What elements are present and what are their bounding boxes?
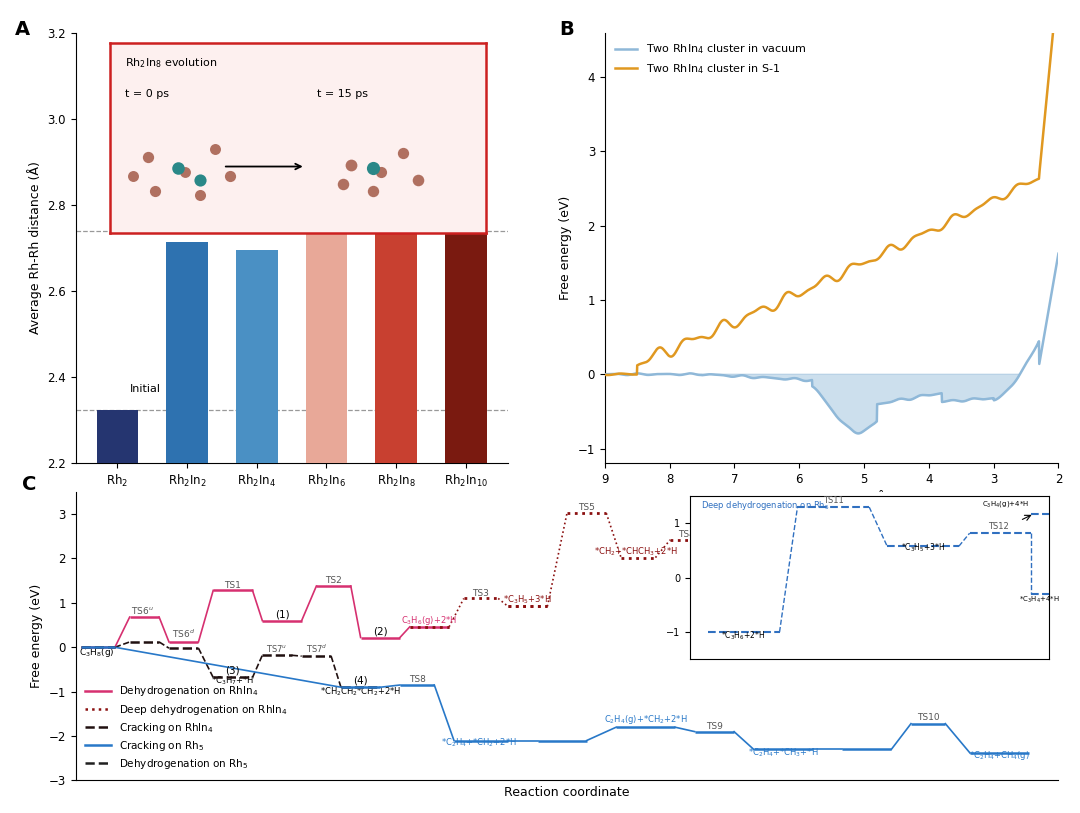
Text: TS6$^u$: TS6$^u$: [131, 605, 153, 615]
Text: (2): (2): [373, 627, 388, 637]
Text: *C$_3$H$_7$+*H: *C$_3$H$_7$+*H: [212, 675, 255, 687]
Text: TS3: TS3: [472, 589, 489, 598]
Y-axis label: Free energy (eV): Free energy (eV): [559, 196, 572, 300]
X-axis label: AIMD models (inside the silicalite-1): AIMD models (inside the silicalite-1): [179, 495, 404, 508]
Text: TS8: TS8: [409, 675, 426, 684]
Text: C$_3$H$_8$(g): C$_3$H$_8$(g): [79, 646, 116, 659]
Text: (4): (4): [353, 676, 368, 685]
Text: (3): (3): [226, 666, 240, 676]
Bar: [375, 181, 417, 463]
Text: *CH$_2$CH$_2$*CH$_2$+2*H: *CH$_2$CH$_2$*CH$_2$+2*H: [320, 685, 401, 698]
Text: C$_3$H$_6$(g)+2*H: C$_3$H$_6$(g)+2*H: [402, 614, 458, 627]
Y-axis label: Average Rh-Rh distance (Å): Average Rh-Rh distance (Å): [27, 162, 41, 334]
Legend: Dehydrogenation on RhIn$_4$, Deep dehydrogenation on RhIn$_4$, Cracking on RhIn$: Dehydrogenation on RhIn$_4$, Deep dehydr…: [81, 680, 292, 776]
Text: *C$_3$H$_5$+3*H: *C$_3$H$_5$+3*H: [503, 593, 552, 606]
Bar: [166, 241, 208, 463]
Text: TS2: TS2: [325, 576, 341, 585]
X-axis label: Reaction coordinate: Reaction coordinate: [504, 786, 630, 799]
Text: TS10: TS10: [917, 713, 940, 722]
Text: C$_2$H$_4$(g)+*CH$_2$+2*H: C$_2$H$_4$(g)+*CH$_2$+2*H: [604, 713, 687, 726]
Text: TS6$^d$: TS6$^d$: [172, 628, 195, 641]
Bar: [306, 231, 348, 463]
Text: *CH$_2$+*CHCH$_3$+2*H: *CH$_2$+*CHCH$_3$+2*H: [594, 545, 678, 558]
Text: *C$_2$H$_4$+*CH$_2$+2*H: *C$_2$H$_4$+*CH$_2$+2*H: [441, 737, 516, 750]
X-axis label: Rh-Rh distance (Å): Rh-Rh distance (Å): [773, 492, 890, 505]
Text: TS7$^u$: TS7$^u$: [267, 643, 287, 654]
Text: TS4: TS4: [678, 530, 696, 539]
Text: C$_3$H$_4$(g)+4*H: C$_3$H$_4$(g)+4*H: [755, 541, 811, 554]
Y-axis label: Free energy (eV): Free energy (eV): [30, 584, 43, 689]
Text: TS7$^d$: TS7$^d$: [306, 642, 327, 654]
Text: Initial: Initial: [130, 385, 161, 394]
Text: TS1: TS1: [225, 580, 241, 589]
Text: B: B: [559, 20, 575, 38]
Bar: [235, 250, 278, 463]
Text: A: A: [15, 20, 30, 38]
Text: TS5: TS5: [578, 502, 595, 511]
Bar: [445, 91, 487, 463]
Text: *C$_2$H$_4$+*CH$_3$+*H: *C$_2$H$_4$+*CH$_3$+*H: [748, 746, 819, 759]
Text: C: C: [22, 475, 36, 493]
Bar: [96, 410, 138, 463]
Text: *C$_2$H$_4$+CH$_4$(g): *C$_2$H$_4$+CH$_4$(g): [969, 750, 1030, 763]
Text: TS9: TS9: [706, 722, 723, 731]
Text: (1): (1): [274, 610, 289, 620]
Legend: Two RhIn$_4$ cluster in vacuum, Two RhIn$_4$ cluster in S-1: Two RhIn$_4$ cluster in vacuum, Two RhIn…: [610, 38, 811, 80]
Text: *C$_3$H$_4$+4*H: *C$_3$H$_4$+4*H: [710, 563, 758, 576]
